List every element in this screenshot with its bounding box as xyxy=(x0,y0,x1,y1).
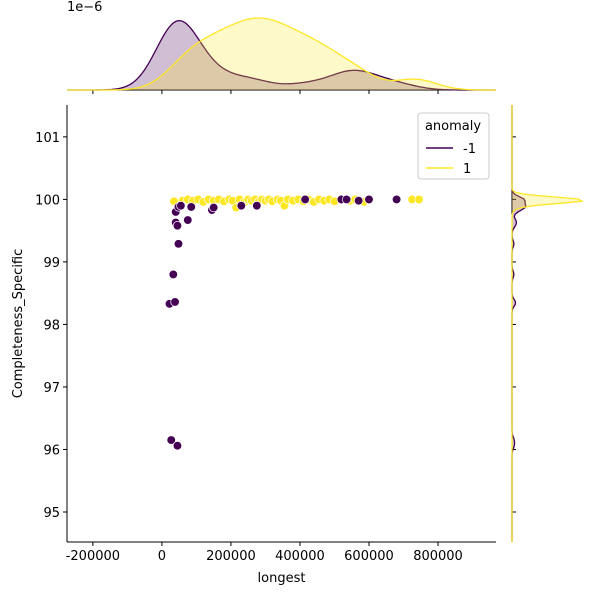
point-anomaly--1 xyxy=(364,194,374,205)
point-anomaly--1 xyxy=(173,239,184,249)
legend-title: anomaly xyxy=(425,119,481,134)
x-tick-label: 600000 xyxy=(344,549,394,564)
point-anomaly--1 xyxy=(186,202,196,212)
y-tick-label: 99 xyxy=(43,256,60,271)
legend-label: 1 xyxy=(463,162,471,177)
legend-label: -1 xyxy=(463,142,476,157)
top-kde-line-1 xyxy=(66,17,497,91)
point-anomaly--1 xyxy=(166,435,176,445)
point-anomaly--1 xyxy=(172,441,183,451)
y-tick-label: 101 xyxy=(35,131,60,146)
right-kde-line--1 xyxy=(511,105,527,542)
y-tick-label: 97 xyxy=(43,381,60,396)
x-tick-label: 800000 xyxy=(413,549,463,564)
top-marginal-offset-label: 1e−6 xyxy=(67,0,102,15)
right-kde-fill--1 xyxy=(512,105,526,542)
x-tick-label: -200000 xyxy=(66,549,120,564)
point-anomaly--1 xyxy=(353,196,364,206)
top-kde-fill--1 xyxy=(67,20,496,90)
point-anomaly-1 xyxy=(414,194,424,205)
y-axis-label: Completeness_Specific xyxy=(11,249,26,399)
point-anomaly--1 xyxy=(300,194,310,205)
point-anomaly--1 xyxy=(341,194,352,205)
top-kde-fill-1 xyxy=(67,18,496,90)
point-anomaly--1 xyxy=(236,201,246,211)
point-anomaly--1 xyxy=(170,297,180,307)
right-kde-fill-1 xyxy=(512,105,582,542)
x-tick-label: 0 xyxy=(158,549,166,564)
point-anomaly--1 xyxy=(168,269,178,280)
point-anomaly--1 xyxy=(172,221,183,231)
y-tick-label: 98 xyxy=(43,318,60,333)
x-tick-label: 200000 xyxy=(206,549,256,564)
y-tick-label: 96 xyxy=(43,443,60,458)
legend-box xyxy=(417,112,490,180)
y-tick-label: 100 xyxy=(35,193,60,208)
point-anomaly--1 xyxy=(252,201,262,211)
y-tick-label: 95 xyxy=(43,506,60,521)
top-kde-line--1 xyxy=(66,20,497,91)
point-anomaly--1 xyxy=(209,202,219,213)
right-kde-line-1 xyxy=(511,105,585,542)
point-anomaly--1 xyxy=(183,215,193,225)
point-anomaly--1 xyxy=(391,194,402,205)
point-anomaly--1 xyxy=(176,201,186,211)
x-tick-label: 400000 xyxy=(275,549,325,564)
x-axis-label: longest xyxy=(258,571,306,586)
